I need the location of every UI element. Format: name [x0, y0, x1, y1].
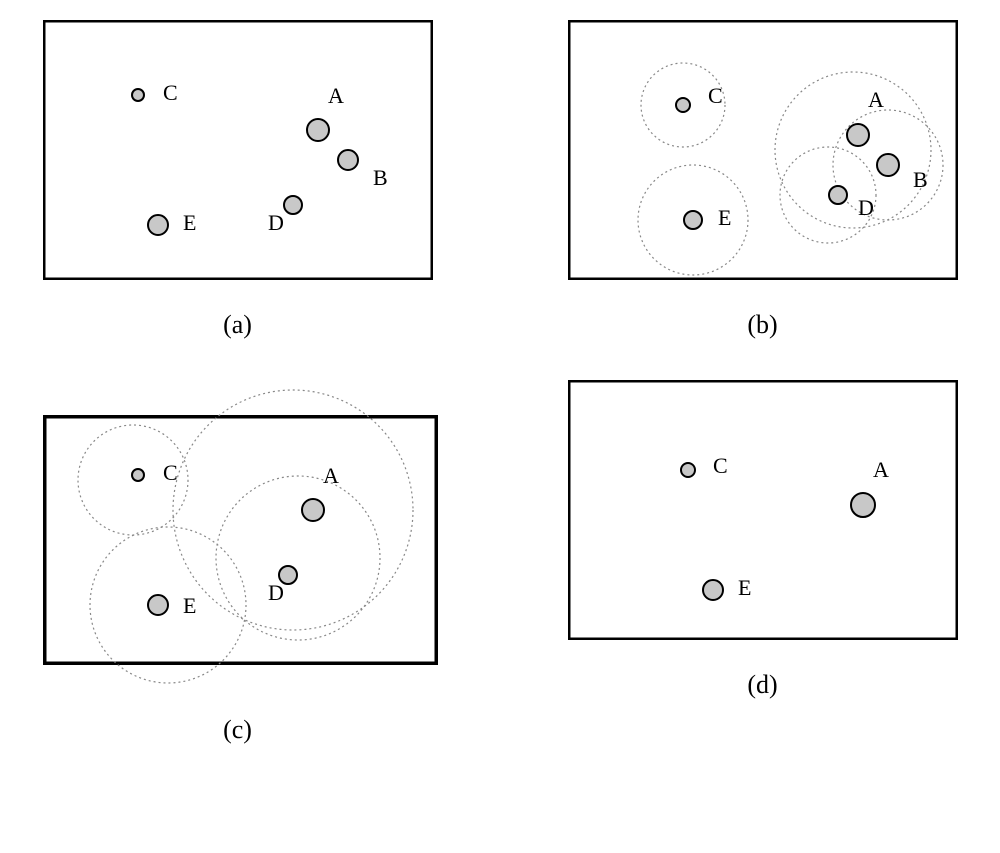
node-label-b: B — [373, 165, 388, 190]
dashed-circle — [173, 390, 413, 630]
caption-d: (d) — [747, 670, 777, 700]
node-label-a: A — [868, 87, 884, 112]
node-label-c: C — [163, 460, 178, 485]
panel-b: C A B D E — [568, 20, 958, 280]
panel-svg-c: C A D E — [43, 380, 433, 685]
panel-cell-c: C A D E (c) — [20, 380, 455, 745]
panel-svg-d: C A E — [568, 380, 958, 640]
node-label-a: A — [873, 457, 889, 482]
node-c — [676, 98, 690, 112]
panel-border — [569, 381, 957, 639]
node-label-b: B — [913, 167, 928, 192]
dashed-circle — [216, 476, 380, 640]
node-label-c: C — [708, 83, 723, 108]
node-c — [132, 469, 144, 481]
node-label-a: A — [323, 463, 339, 488]
panel-border — [44, 21, 432, 279]
node-a — [847, 124, 869, 146]
node-label-d: D — [858, 195, 874, 220]
panel-svg-b: C A B D E — [568, 20, 958, 280]
node-label-e: E — [183, 593, 196, 618]
node-label-d: D — [268, 210, 284, 235]
dashed-circle — [775, 72, 931, 228]
panel-cell-b: C A B D E (b) — [545, 20, 980, 340]
node-label-a: A — [328, 83, 344, 108]
node-a — [302, 499, 324, 521]
panel-svg-a: C A B D E — [43, 20, 433, 280]
node-label-d: D — [268, 580, 284, 605]
node-c — [132, 89, 144, 101]
node-b — [877, 154, 899, 176]
node-a — [307, 119, 329, 141]
node-a — [851, 493, 875, 517]
panel-a: C A B D E — [43, 20, 433, 280]
figure-grid: C A B D E (a) C A B D E (b) C A D E (c) C A E (d) — [20, 20, 980, 745]
node-label-e: E — [738, 575, 751, 600]
node-label-e: E — [183, 210, 196, 235]
panel-cell-d: C A E (d) — [545, 380, 980, 745]
node-e — [684, 211, 702, 229]
node-c — [681, 463, 695, 477]
caption-c: (c) — [223, 715, 252, 745]
node-e — [703, 580, 723, 600]
panel-c: C A D E — [43, 380, 433, 685]
node-e — [148, 215, 168, 235]
node-d — [284, 196, 302, 214]
node-b — [338, 150, 358, 170]
caption-b: (b) — [747, 310, 777, 340]
panel-cell-a: C A B D E (a) — [20, 20, 455, 340]
panel-d: C A E — [568, 380, 958, 640]
node-e — [148, 595, 168, 615]
node-label-c: C — [163, 80, 178, 105]
panel-border — [569, 21, 957, 279]
node-label-c: C — [713, 453, 728, 478]
caption-a: (a) — [223, 310, 252, 340]
node-label-e: E — [718, 205, 731, 230]
node-d — [829, 186, 847, 204]
